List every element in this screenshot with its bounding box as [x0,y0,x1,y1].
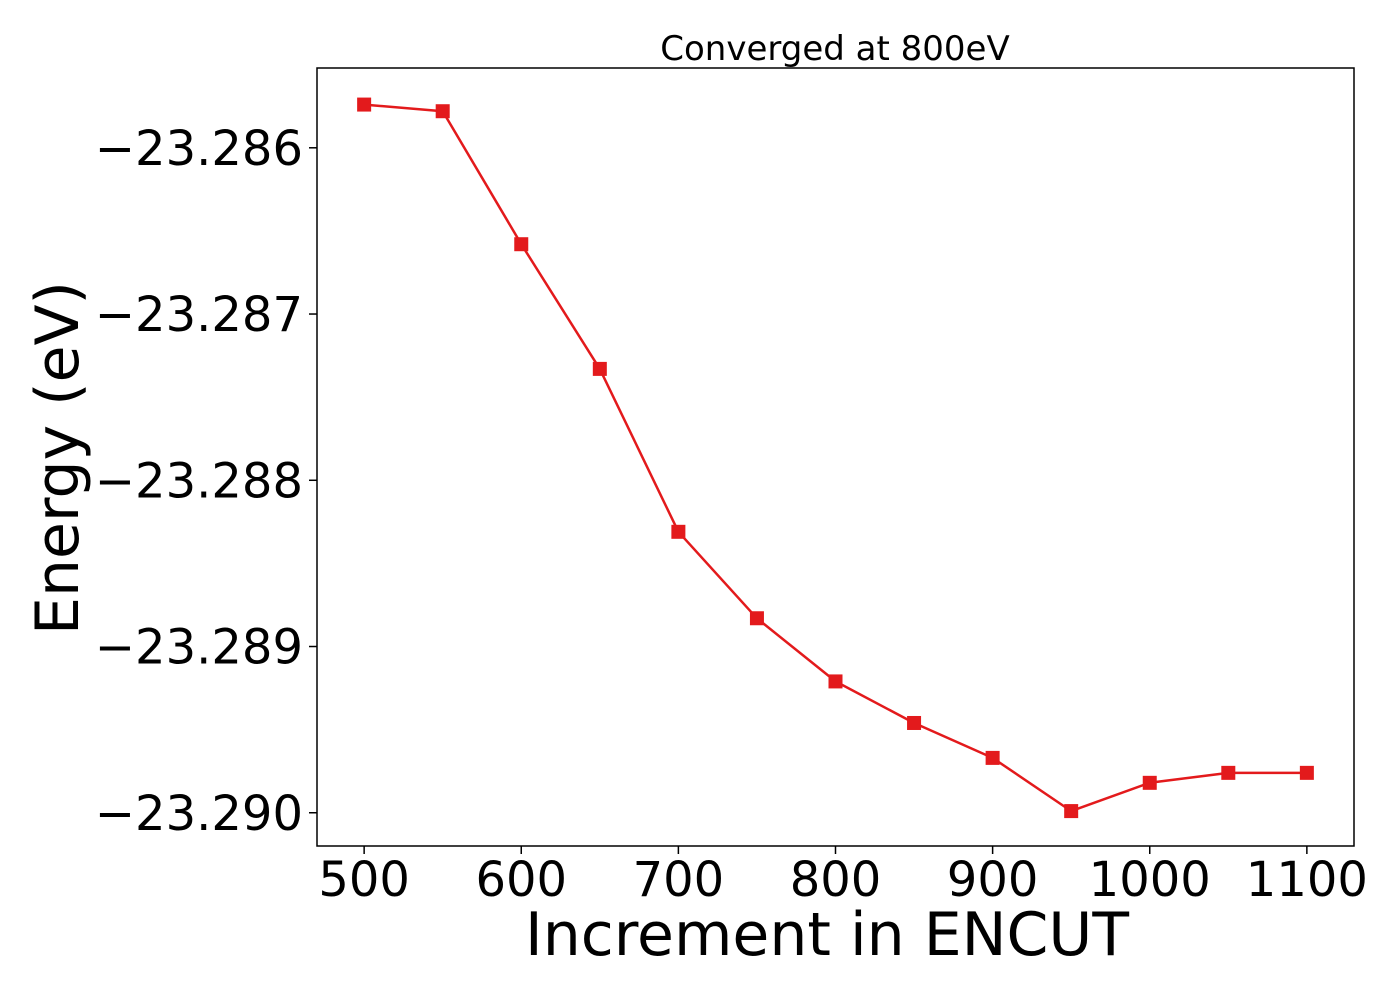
series-line [363,103,1307,813]
data-point-marker [1142,775,1157,790]
y-tick-label: −23.290 [95,786,303,842]
data-point-marker [907,715,922,730]
plot-area [357,97,1314,819]
data-point-marker [828,674,843,689]
y-tick-label: −23.288 [95,453,303,509]
y-axis-title: Energy (eV) [23,281,93,635]
x-axis-ticks: 500 600 700 800 900 1000 1100 [318,846,1368,908]
y-tick-label: −23.289 [95,620,303,676]
chart-title: Converged at 800eV [660,29,1009,69]
data-point-marker [1221,765,1236,780]
plot-frame [316,67,1355,847]
x-axis-title: Increment in ENCUT [525,900,1129,970]
y-tick-label: −23.287 [95,287,303,343]
x-tick-label: 800 [790,852,882,908]
data-point-marker [592,361,607,376]
data-point-marker [1064,804,1079,819]
data-point-marker [1299,765,1314,780]
x-tick-label: 900 [947,852,1039,908]
x-tick-label: 600 [475,852,567,908]
data-point-marker [357,97,372,112]
data-point-marker [671,524,686,539]
data-point-marker [514,237,529,252]
y-tick-label: −23.286 [95,121,303,177]
data-point-marker [749,611,764,626]
data-point-marker [985,750,1000,765]
x-tick-label: 1100 [1246,852,1368,908]
data-point-marker [435,104,450,119]
y-axis-ticks: −23.286 −23.287 −23.288 −23.289 −23.290 [95,121,317,842]
x-tick-label: 500 [318,852,410,908]
x-tick-label: 1000 [1089,852,1211,908]
x-tick-label: 700 [633,852,725,908]
